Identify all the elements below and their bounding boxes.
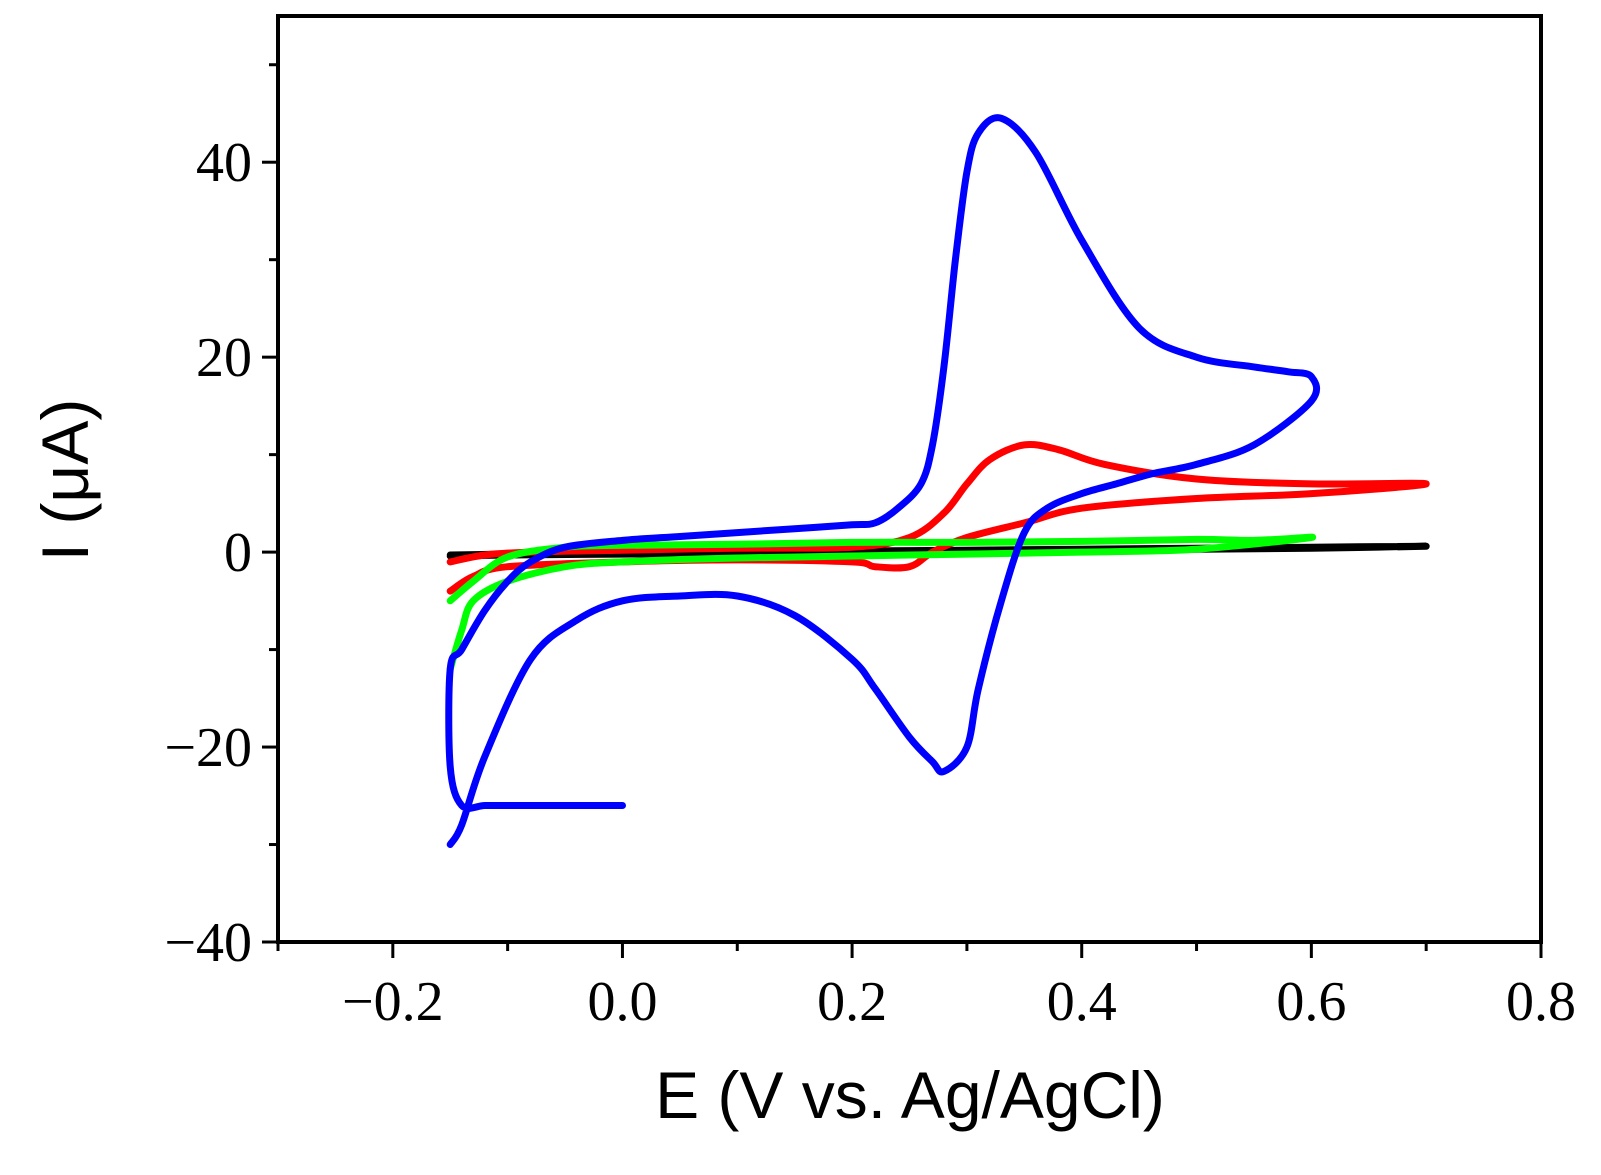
series-layer (445, 114, 1430, 848)
y-tick-label: 20 (196, 327, 252, 389)
y-axis-title: I (μA) (28, 399, 102, 562)
series-line-black (446, 542, 1430, 560)
series-line-red (446, 441, 1430, 595)
y-tick-label: −20 (164, 717, 252, 779)
x-tick-label: −0.2 (342, 971, 444, 1033)
ticks-layer: −0.2 0.0 0.2 0.4 0.6 0.8 −40 −20 0 20 40 (164, 63, 1576, 1033)
x-tick-label: 0.8 (1506, 971, 1576, 1033)
x-tick-label: 0.6 (1276, 971, 1346, 1033)
series-line-green (446, 533, 1317, 673)
y-tick-label: 40 (196, 132, 252, 194)
plot-frame (276, 14, 1543, 944)
series-line-blue (445, 114, 1321, 848)
x-axis-title: E (V vs. Ag/AgCl) (655, 1058, 1165, 1132)
x-tick-label: 0.4 (1047, 971, 1117, 1033)
x-tick-label: 0.0 (587, 971, 657, 1033)
y-tick-label: 0 (224, 522, 252, 584)
y-tick-label: −40 (164, 912, 252, 974)
x-tick-label: 0.2 (817, 971, 887, 1033)
